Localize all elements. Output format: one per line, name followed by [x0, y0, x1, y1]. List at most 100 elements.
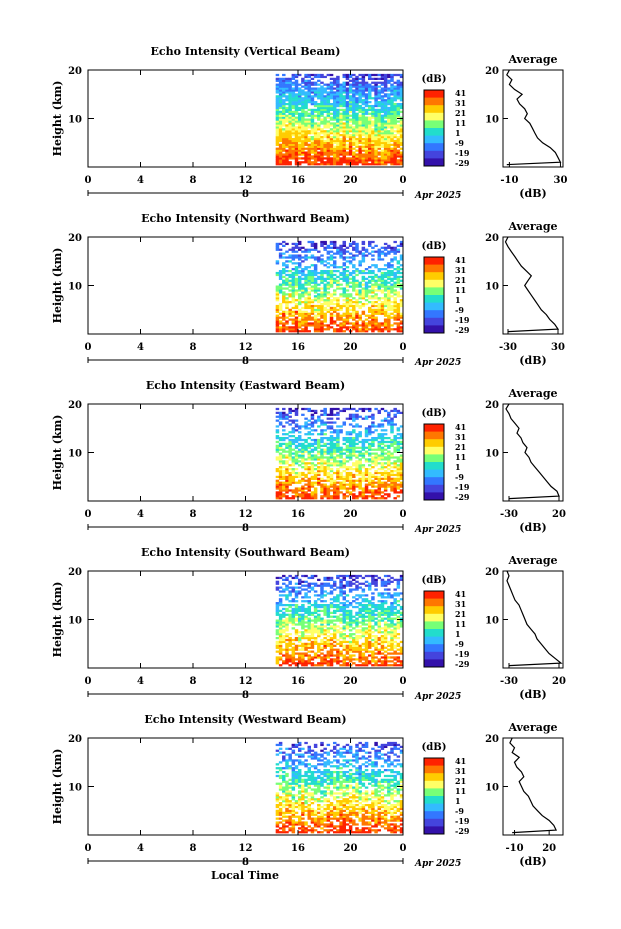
heatmap-cell — [355, 153, 359, 156]
heatmap-cell — [301, 316, 305, 319]
heatmap-cell — [323, 110, 327, 113]
heatmap-cell — [313, 295, 318, 298]
heatmap-cell — [367, 442, 372, 446]
heatmap-cell — [323, 473, 327, 477]
chart-title: Echo Intensity (Southward Beam) — [141, 546, 350, 559]
heatmap-cell — [310, 242, 315, 246]
heatmap-cell — [278, 462, 283, 465]
heatmap-cell — [332, 83, 337, 86]
heatmap-cell — [374, 471, 378, 475]
heatmap-cell — [342, 112, 347, 115]
heatmap-cell — [310, 582, 315, 585]
heatmap-cell — [285, 623, 289, 626]
heatmap-cell — [383, 487, 388, 490]
heatmap-cell — [323, 483, 327, 486]
heatmap-cell — [339, 304, 343, 308]
heatmap-cell — [396, 312, 401, 315]
heatmap-cell — [364, 452, 369, 455]
heatmap-cell — [294, 128, 299, 131]
heatmap-cell — [396, 464, 401, 467]
heatmap-cell — [291, 141, 296, 145]
heatmap-cell — [367, 448, 372, 451]
heatmap-cell — [380, 137, 385, 141]
heatmap-cell — [399, 440, 404, 444]
heatmap-cell — [332, 97, 337, 100]
heatmap-cell — [307, 295, 311, 298]
heatmap-cell — [380, 477, 385, 480]
heatmap-cell — [307, 477, 311, 480]
heatmap-cell — [358, 481, 362, 484]
heatmap-cell — [339, 126, 343, 129]
heatmap-cell — [275, 436, 280, 440]
heatmap-cell — [374, 264, 378, 267]
heatmap-cell — [275, 89, 280, 92]
heatmap-cell — [358, 145, 362, 148]
heatmap-cell — [377, 81, 382, 84]
heatmap-cell — [396, 491, 401, 494]
heatmap-cell — [339, 429, 343, 432]
heatmap-cell — [320, 108, 324, 112]
heatmap-cell — [358, 314, 362, 317]
heatmap-cell — [320, 438, 324, 442]
heatmap-cell — [291, 495, 296, 498]
heatmap-cell — [348, 79, 353, 82]
heatmap-cell — [396, 126, 401, 129]
heatmap-cell — [313, 130, 318, 133]
heatmap-cell — [294, 116, 299, 119]
heatmap-cell — [374, 454, 378, 457]
heatmap-cell — [307, 120, 311, 123]
heatmap-cell — [339, 147, 343, 150]
heatmap-cell — [336, 285, 340, 288]
heatmap-cell — [361, 149, 366, 152]
heatmap-cell — [301, 454, 305, 457]
heatmap-cell — [288, 79, 292, 82]
heatmap-cell — [377, 141, 382, 145]
heatmap-cell — [374, 485, 378, 488]
heatmap-cell — [339, 454, 343, 457]
heatmap-cell — [390, 91, 394, 94]
heatmap-cell — [342, 578, 347, 581]
heatmap-cell — [396, 444, 401, 447]
heatmap-cell — [294, 438, 299, 442]
heatmap-cell — [345, 436, 350, 440]
heatmap-cell — [326, 611, 331, 614]
heatmap-cell — [278, 576, 283, 580]
heatmap-cell — [282, 275, 286, 279]
heatmap-cell — [310, 322, 315, 325]
heatmap-cell — [294, 149, 299, 152]
heatmap-cell — [332, 611, 337, 614]
heatmap-cell — [387, 464, 391, 467]
heatmap-cell — [326, 458, 331, 461]
heatmap-cell — [364, 435, 369, 438]
heatmap-cell — [358, 101, 362, 104]
heatmap-cell — [317, 625, 321, 628]
heatmap-cell — [352, 640, 356, 644]
heatmap-cell — [342, 242, 347, 246]
heatmap-cell — [396, 318, 401, 321]
heatmap-cell — [336, 314, 340, 317]
heatmap-cell — [310, 289, 315, 292]
heatmap-cell — [275, 308, 280, 312]
heatmap-cell — [367, 479, 372, 482]
heatmap-cell — [307, 101, 311, 104]
heatmap-cell — [304, 297, 308, 300]
heatmap-cell — [294, 407, 299, 411]
heatmap-cell — [396, 145, 401, 148]
heatmap-cell — [336, 87, 340, 90]
heatmap-cell — [326, 275, 331, 279]
heatmap-cell — [329, 97, 334, 100]
heatmap-cell — [380, 83, 385, 86]
heatmap-cell — [377, 487, 382, 490]
heatmap-cell — [377, 433, 382, 436]
heatmap-cell — [358, 483, 362, 486]
heatmap-cell — [294, 262, 299, 265]
heatmap-cell — [320, 487, 324, 490]
heatmap-cell — [396, 446, 401, 449]
heatmap-cell — [396, 456, 401, 459]
heatmap-cell — [361, 658, 366, 661]
profile-x-label: (dB) — [519, 521, 546, 534]
heatmap-cell — [367, 124, 372, 127]
heatmap-cell — [317, 466, 321, 469]
heatmap-cell — [336, 642, 340, 646]
heatmap-cell — [345, 293, 350, 296]
